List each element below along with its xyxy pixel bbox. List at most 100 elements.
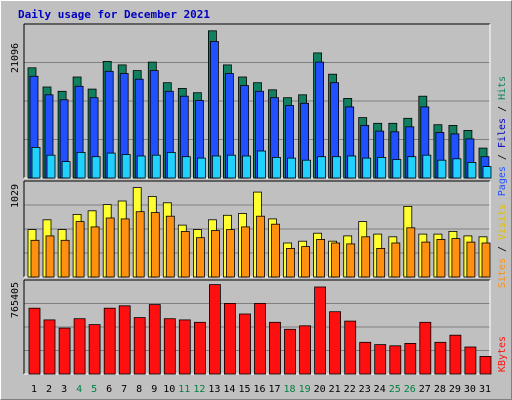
day-label: 16: [253, 384, 265, 395]
bar-pages: [347, 155, 357, 179]
bar-pages: [46, 154, 56, 179]
bar-pages: [166, 151, 176, 179]
day-label: 3: [61, 384, 67, 395]
bar-pages: [242, 155, 251, 179]
bar-kbytes: [163, 318, 176, 375]
day-label: 27: [419, 384, 431, 395]
day-label: 26: [404, 384, 416, 395]
day-label: 28: [434, 384, 446, 395]
bar-sites: [421, 241, 431, 278]
legend-kbytes-entry: KBytes: [497, 336, 508, 372]
bar-kbytes: [344, 320, 357, 375]
bar-pages: [317, 156, 327, 179]
bar-sites: [271, 223, 280, 278]
bar-sites: [180, 230, 190, 278]
bar-pages: [211, 155, 221, 179]
day-label: 10: [163, 384, 175, 395]
day-label: 19: [299, 384, 311, 395]
day-label: 17: [268, 384, 280, 395]
legend-kbytes: KBytes: [497, 336, 508, 372]
bar-sites: [30, 239, 40, 278]
bar-pages: [226, 154, 236, 179]
bar-kbytes: [193, 321, 206, 375]
bar-pages: [377, 156, 387, 179]
bar-kbytes: [118, 305, 131, 375]
bar-sites: [165, 215, 175, 278]
bar-kbytes: [419, 321, 432, 375]
day-label: 4: [76, 384, 82, 395]
bar-sites: [436, 238, 446, 278]
bar-sites: [376, 247, 386, 278]
bar-pages: [287, 157, 296, 179]
day-label: 20: [314, 384, 326, 395]
bar-sites: [391, 242, 401, 278]
bar-pages: [61, 161, 71, 179]
day-label: 13: [208, 384, 220, 395]
day-label: 29: [449, 384, 461, 395]
bar-kbytes: [28, 307, 41, 375]
bar-sites: [331, 242, 341, 278]
bar-kbytes: [254, 302, 266, 375]
bar-pages: [422, 154, 432, 179]
bar-kbytes: [299, 325, 312, 375]
day-label: 8: [136, 384, 142, 395]
chart-title: Daily usage for December 2021: [18, 8, 211, 21]
legend-hits-entry: /: [497, 100, 508, 118]
bar-sites: [346, 243, 356, 278]
bar-sites: [481, 242, 491, 278]
day-label: 9: [151, 384, 157, 395]
bar-pages: [151, 154, 161, 179]
bar-kbytes: [73, 318, 86, 375]
bar-sites: [45, 235, 55, 278]
bar-sites: [60, 239, 70, 278]
bar-pages: [362, 157, 372, 179]
bar-kbytes: [239, 313, 251, 375]
bar-sites: [301, 246, 311, 278]
max-label-visits: 1029: [10, 184, 21, 208]
bar-sites: [210, 230, 220, 278]
bar-pages: [181, 156, 191, 179]
day-label: 15: [238, 384, 250, 395]
day-label: 5: [91, 384, 97, 395]
bar-sites: [361, 236, 371, 278]
bar-pages: [272, 156, 281, 179]
day-label: 1: [31, 384, 37, 395]
bar-kbytes: [103, 307, 116, 375]
legend-visits-entry: Visits: [497, 204, 508, 240]
bar-sites: [135, 211, 145, 278]
bar-kbytes: [43, 319, 56, 375]
bar-sites: [75, 221, 85, 278]
bar-kbytes: [479, 355, 492, 375]
bar-pages: [302, 159, 312, 179]
day-label: 11: [178, 384, 190, 395]
legend-hits-entry: Files: [497, 118, 508, 148]
day-label: 6: [106, 384, 112, 395]
bar-pages: [106, 152, 116, 179]
bar-kbytes: [58, 327, 71, 375]
bar-pages: [392, 159, 402, 179]
legend-hits: Pages / Files / Hits: [497, 76, 508, 196]
legend-hits-entry: Hits: [497, 76, 508, 100]
day-label: 7: [121, 384, 127, 395]
bar-sites: [105, 217, 115, 278]
day-label: 25: [389, 384, 401, 395]
bar-pages: [76, 151, 86, 179]
legend-hits-entry: /: [497, 148, 508, 166]
bar-kbytes: [223, 302, 236, 375]
day-label: 30: [464, 384, 476, 395]
max-label-kbytes: 765405: [10, 282, 21, 318]
bar-kbytes: [208, 284, 221, 375]
bar-kbytes: [404, 342, 417, 375]
bar-kbytes: [314, 286, 327, 375]
bar-sites: [241, 226, 250, 278]
bar-pages: [452, 158, 462, 179]
bar-sites: [120, 218, 130, 278]
bar-kbytes: [329, 311, 342, 375]
bar-kbytes: [374, 344, 387, 375]
bar-kbytes: [178, 319, 191, 375]
legend-visits-entry: /: [497, 240, 508, 258]
bar-kbytes: [88, 324, 101, 375]
bar-sites: [90, 226, 100, 278]
bar-pages: [332, 156, 342, 179]
